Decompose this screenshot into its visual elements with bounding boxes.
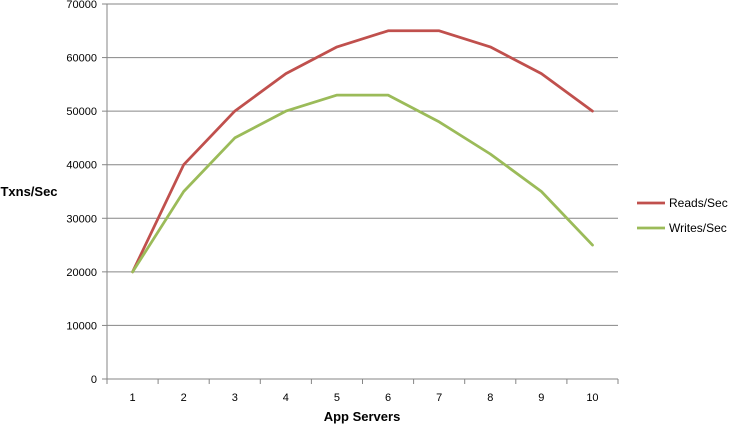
y-tick-labels: 0 10000 20000 30000 40000 50000 60000 70000	[66, 0, 97, 386]
y-axis-title: Txns/Sec	[0, 184, 57, 199]
x-tick-labels: 1 2 3 4 5 6 7 8 9 10	[106, 379, 619, 404]
legend-label: Writes/Sec	[669, 221, 727, 235]
y-tick-label: 10000	[66, 320, 97, 332]
x-tick-label: 4	[283, 392, 289, 404]
y-tick-label: 70000	[66, 0, 97, 11]
series-line-1	[131, 29, 594, 274]
x-axis-title: App Servers	[324, 409, 401, 424]
legend-label: Reads/Sec	[669, 196, 728, 210]
x-tick-label: 6	[385, 392, 391, 404]
y-tick-label: 60000	[66, 53, 97, 65]
series-line-2	[131, 93, 594, 274]
y-tick-label: 50000	[66, 106, 97, 118]
gridlines	[102, 3, 618, 380]
x-tick-label: 9	[538, 392, 544, 404]
x-tick-label: 1	[129, 392, 135, 404]
series-lines	[131, 29, 594, 274]
y-tick-label: 0	[91, 374, 97, 386]
x-tick-label: 2	[181, 392, 187, 404]
x-tick-label: 10	[586, 392, 598, 404]
y-tick-label: 30000	[66, 213, 97, 225]
y-tick-label: 40000	[66, 160, 97, 172]
x-tick-label: 7	[436, 392, 442, 404]
y-tick-label: 20000	[66, 267, 97, 279]
x-tick-label: 5	[334, 392, 340, 404]
x-tick-label: 3	[232, 392, 238, 404]
legend: Reads/Sec Writes/Sec	[637, 196, 728, 235]
x-tick-label: 8	[487, 392, 493, 404]
